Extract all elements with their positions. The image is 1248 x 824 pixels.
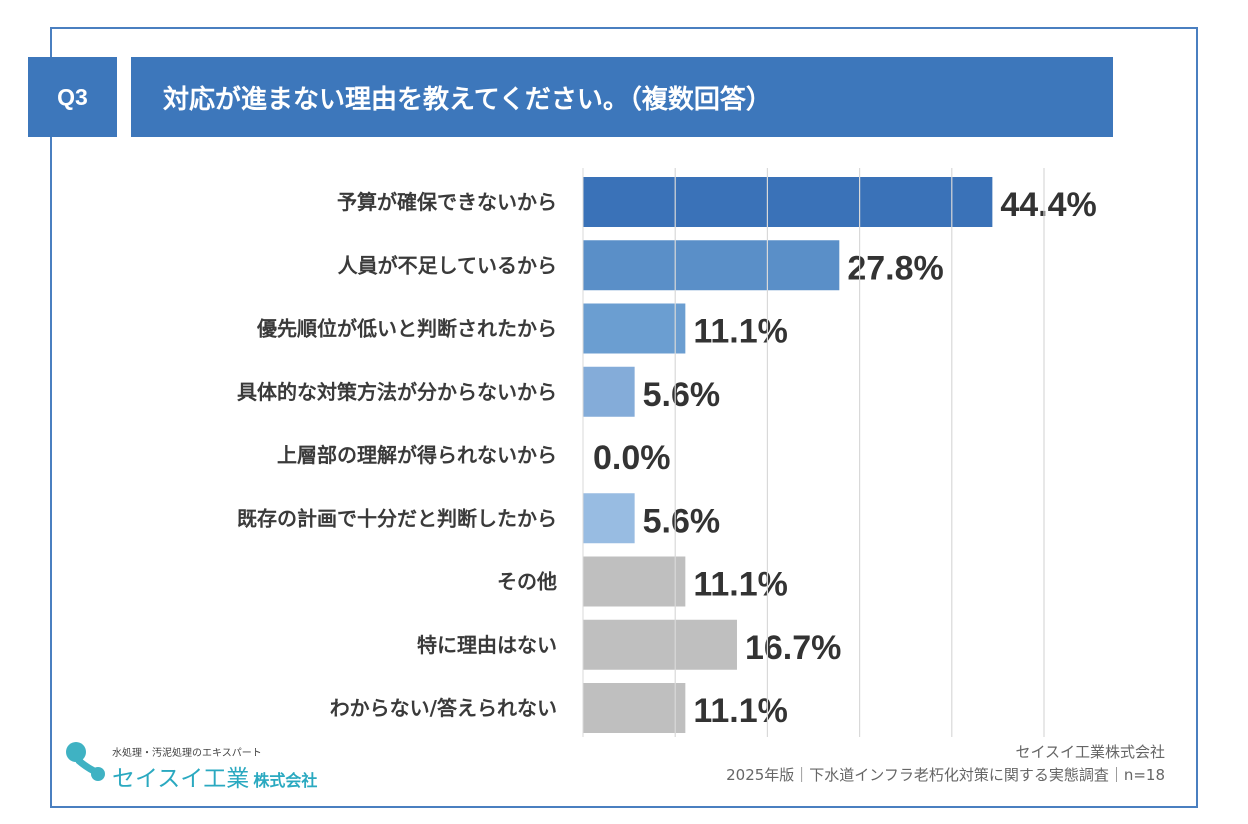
value-label: 11.1% <box>693 692 788 730</box>
category-label: 上層部の理解が得られないから <box>277 443 557 467</box>
value-label: 0.0% <box>593 439 671 477</box>
logo-name-main: セイスイ工業 <box>112 766 250 792</box>
labels-group: 予算が確保できないから 44.4% 人員が不足しているから 27.8% 優先順位が低いと… <box>237 186 1097 730</box>
question-title: 対応が進まない理由を教えてください。（複数回答） <box>131 57 1113 137</box>
bar <box>583 619 737 670</box>
value-label: 16.7% <box>745 629 841 667</box>
bar <box>583 493 635 544</box>
value-label: 11.1% <box>693 566 788 604</box>
value-label: 27.8% <box>847 249 943 287</box>
footer-source: 2025年版｜下水道インフラ老朽化対策に関する実態調査｜n=18 <box>726 766 1165 784</box>
value-label: 11.1% <box>693 313 788 351</box>
category-label: 既存の計画で十分だと判断したから <box>237 506 557 530</box>
bar <box>583 366 635 417</box>
bars-group <box>583 177 993 733</box>
value-label: 5.6% <box>643 376 721 414</box>
question-number: Q3 <box>28 57 117 137</box>
category-label: 予算が確保できないから <box>337 190 557 214</box>
category-label: 人員が不足しているから <box>338 253 557 277</box>
company-logo: 水処理・汚泥処理のエキスパート セイスイ工業 株式会社 <box>64 740 334 793</box>
bar <box>583 177 993 227</box>
category-label: 優先順位が低いと判断されたから <box>256 317 557 341</box>
category-label: 具体的な対策方法が分からないから <box>237 380 557 404</box>
footer-credit: セイスイ工業株式会社 2025年版｜下水道インフラ老朽化対策に関する実態調査｜n… <box>726 741 1165 787</box>
value-label: 5.6% <box>643 502 721 540</box>
footer-company: セイスイ工業株式会社 <box>1015 743 1165 761</box>
bar <box>583 556 686 607</box>
logo-tagline: 水処理・汚泥処理のエキスパート <box>112 748 262 759</box>
bar <box>583 240 840 291</box>
category-label: その他 <box>497 570 557 594</box>
logo-drop-icon <box>66 742 105 781</box>
value-label: 44.4% <box>1000 186 1096 224</box>
logo-name-suffix: 株式会社 <box>253 771 318 790</box>
category-label: 特に理由はない <box>417 633 557 657</box>
bar <box>583 683 686 733</box>
question-title-text: 対応が進まない理由を教えてください。（複数回答） <box>163 84 772 115</box>
category-label: わからない/答えられない <box>330 696 557 720</box>
logo-name: セイスイ工業 株式会社 <box>112 759 317 793</box>
chart-frame <box>50 27 1198 808</box>
gridlines-group <box>582 168 1045 737</box>
bar <box>583 303 686 354</box>
